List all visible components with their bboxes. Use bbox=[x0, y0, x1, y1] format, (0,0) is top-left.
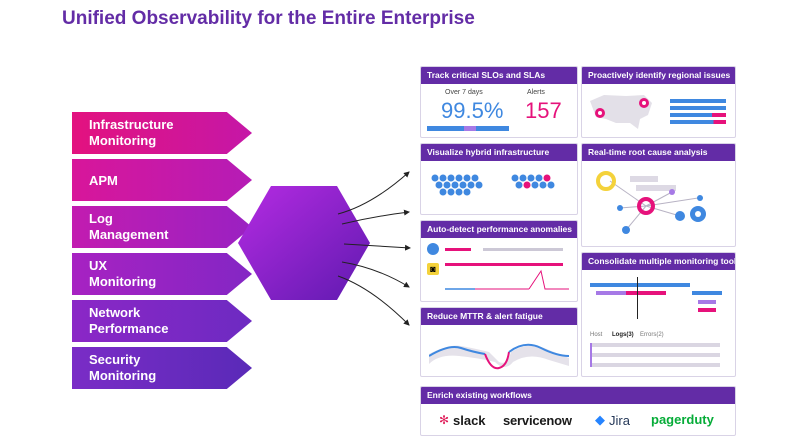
card-root-cause: Real-time root cause analysis bbox=[581, 143, 736, 247]
integration-servicenow: servicenow bbox=[503, 413, 572, 428]
product-log-management: Log Management bbox=[89, 211, 169, 242]
anomaly-sparkline-icon bbox=[445, 269, 569, 290]
integration-pagerduty: pagerduty bbox=[651, 412, 714, 427]
card-root-cause-title: Real-time root cause analysis bbox=[582, 144, 735, 161]
product-apm: APM bbox=[89, 173, 118, 188]
card-workflows-title: Enrich existing workflows bbox=[421, 387, 735, 404]
card-anomalies: Auto-detect performance anomalies ◙ bbox=[420, 220, 578, 302]
card-slo: Track critical SLOs and SLAs Over 7 days… bbox=[420, 66, 578, 138]
card-workflows: Enrich existing workflows ✻ slack servic… bbox=[420, 386, 736, 436]
tab-errors[interactable]: Errors(2) bbox=[640, 332, 664, 338]
chevron-network-performance bbox=[72, 300, 252, 342]
product-network-performance: Network Performance bbox=[89, 305, 169, 336]
card-consolidate-title: Consolidate multiple monitoring tools bbox=[582, 253, 735, 270]
jira-logo-icon: ◆ bbox=[595, 412, 605, 427]
arrow-3 bbox=[343, 243, 411, 251]
alerts-label: Alerts bbox=[527, 89, 545, 96]
binoculars-icon: ◙ bbox=[427, 263, 439, 275]
status-dot-icon bbox=[427, 243, 439, 255]
card-hybrid-title: Visualize hybrid infrastructure bbox=[421, 144, 577, 161]
card-consolidate: Consolidate multiple monitoring tools Ho… bbox=[581, 252, 736, 377]
integration-slack: slack bbox=[453, 413, 486, 428]
card-regional: Proactively identify regional issues bbox=[581, 66, 736, 138]
card-mttr-title: Reduce MTTR & alert fatigue bbox=[421, 308, 577, 325]
datadog-hexagon bbox=[238, 186, 370, 300]
chevron-infrastructure-monitoring bbox=[72, 112, 252, 154]
arrow-2 bbox=[341, 209, 410, 225]
tab-logs[interactable]: Logs(3) bbox=[612, 332, 634, 338]
slo-value: 99.5% bbox=[441, 98, 504, 123]
card-anomalies-title: Auto-detect performance anomalies bbox=[421, 221, 577, 238]
card-hybrid: Visualize hybrid infrastructure bbox=[420, 143, 578, 215]
card-mttr: Reduce MTTR & alert fatigue bbox=[420, 307, 578, 377]
slack-logo-icon: ✻ bbox=[439, 413, 450, 427]
arrow-1 bbox=[337, 171, 410, 215]
us-map-icon bbox=[590, 95, 652, 129]
chevron-ux-monitoring bbox=[72, 253, 252, 295]
tab-host[interactable]: Host bbox=[590, 332, 603, 338]
slo-period-label: Over 7 days bbox=[445, 89, 483, 96]
dependency-graph-icon bbox=[596, 171, 706, 234]
mttr-line-chart-icon bbox=[429, 343, 570, 370]
chevron-security-monitoring bbox=[72, 347, 252, 389]
hex-cluster-icon bbox=[431, 174, 555, 196]
alerts-value: 157 bbox=[525, 98, 562, 123]
product-ux-monitoring: UX Monitoring bbox=[89, 258, 157, 289]
page-title: Unified Observability for the Entire Ent… bbox=[62, 8, 475, 29]
integration-jira: Jira bbox=[609, 413, 630, 428]
card-regional-title: Proactively identify regional issues bbox=[582, 67, 735, 84]
arrow-4 bbox=[341, 261, 410, 288]
slo-bar bbox=[427, 126, 509, 131]
arrow-5 bbox=[337, 275, 410, 326]
chevron-apm bbox=[72, 159, 252, 201]
card-slo-title: Track critical SLOs and SLAs bbox=[421, 67, 577, 84]
product-security-monitoring: Security Monitoring bbox=[89, 352, 157, 383]
chevron-log-management bbox=[72, 206, 252, 248]
product-infrastructure-monitoring: Infrastructure Monitoring bbox=[89, 117, 174, 148]
